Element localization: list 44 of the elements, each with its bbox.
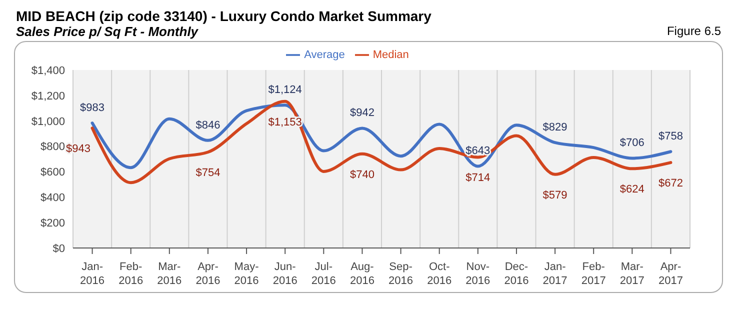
data-label: $579 [542,189,568,202]
x-tick-label: Apr-2017 [658,261,683,287]
x-tick-label: Aug-2016 [350,261,374,287]
data-label: $1,124 [268,84,302,96]
y-tick-label: $1,200 [31,90,65,102]
x-tick-label: Jul-2016 [311,261,336,287]
data-label: $942 [350,107,374,120]
x-tick-label: Nov-2016 [466,261,490,287]
x-tick-label: Jan-2017 [542,261,568,287]
x-tick-label: Oct-2016 [427,261,452,287]
x-tick-label: Apr-2016 [196,261,220,287]
x-tick-label: Feb-2016 [118,261,144,287]
x-tick-label: Jun-2016 [272,261,298,287]
data-label: $672 [658,178,683,190]
data-label: $624 [620,184,644,196]
data-label: $706 [620,137,644,150]
data-label: $846 [196,119,220,132]
data-label: $943 [66,143,91,156]
y-tick-label: $0 [52,242,65,255]
y-tick-label: $400 [40,192,65,204]
y-tick-label: $1,400 [31,64,65,77]
legend-label: Average [304,48,345,61]
data-label: $983 [80,102,105,114]
data-label: $714 [466,172,490,184]
chart-subtitle: Sales Price p/ Sq Ft - Monthly [16,24,198,39]
data-label: $754 [196,167,220,180]
x-tick-label: Dec-2016 [504,261,529,287]
legend-label: Median [372,48,409,61]
data-label: $740 [350,168,374,181]
y-tick-label: $600 [40,166,65,179]
data-label: $643 [466,145,490,158]
data-label: $829 [542,122,568,134]
x-tick-label: Feb-2017 [581,261,606,287]
y-tick-label: $800 [40,141,65,154]
x-tick-label: Mar-2016 [157,261,182,287]
y-tick-label: $200 [40,217,65,230]
y-tick-label: $1,000 [31,116,65,128]
x-tick-label: May-2016 [234,261,260,287]
x-tick-label: Jan-2016 [80,261,105,287]
x-tick-label: Sep-2016 [388,261,414,287]
chart-title: MID BEACH (zip code 33140) - Luxury Condo Market Summary [16,8,432,24]
data-label: $758 [658,130,683,143]
x-tick-label: Mar-2017 [620,261,644,287]
caption: Figure 6.5 [666,24,721,39]
